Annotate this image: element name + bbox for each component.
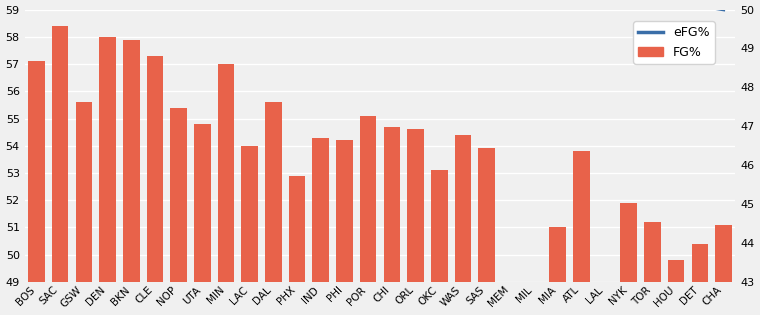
Bar: [644, 222, 660, 315]
Bar: [28, 61, 45, 315]
Bar: [668, 260, 685, 315]
Bar: [312, 138, 329, 315]
Bar: [715, 225, 732, 315]
Bar: [147, 56, 163, 315]
Bar: [549, 227, 566, 315]
Bar: [454, 135, 471, 315]
Bar: [289, 176, 306, 315]
Bar: [52, 26, 68, 315]
Bar: [194, 124, 211, 315]
Bar: [123, 39, 140, 315]
Bar: [478, 148, 495, 315]
Legend: eFG%, FG%: eFG%, FG%: [633, 21, 715, 64]
Bar: [384, 127, 400, 315]
Bar: [573, 151, 590, 315]
Bar: [336, 140, 353, 315]
Bar: [170, 108, 187, 315]
Bar: [100, 37, 116, 315]
Bar: [620, 203, 637, 315]
Bar: [242, 146, 258, 315]
Bar: [265, 102, 282, 315]
Bar: [431, 170, 448, 315]
Bar: [692, 244, 708, 315]
Bar: [407, 129, 424, 315]
Bar: [360, 116, 376, 315]
Bar: [217, 64, 234, 315]
Bar: [75, 102, 92, 315]
